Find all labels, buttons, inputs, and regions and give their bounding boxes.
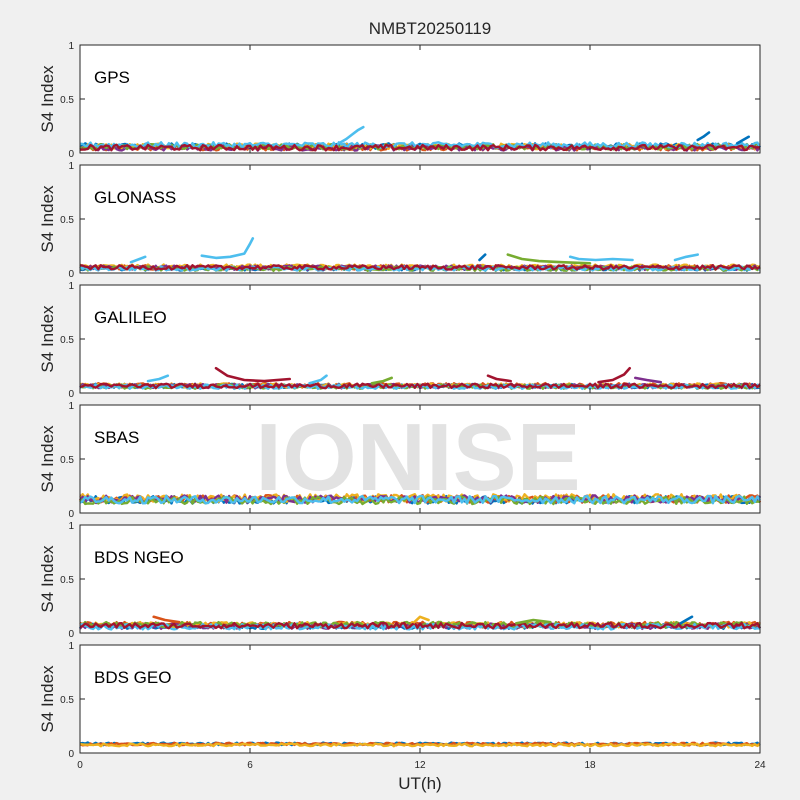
series-spike: [634, 376, 663, 384]
panel-label: GLONASS: [94, 188, 176, 207]
plot-area: [80, 645, 760, 753]
panel-1: 0 0.5 1 S4 Index GLONASS: [38, 161, 761, 280]
y-tick-label: 0.5: [60, 95, 74, 106]
figure-title: NMBT20250119: [369, 19, 492, 38]
y-tick-label: 1: [68, 641, 74, 652]
series-spike: [486, 374, 512, 383]
series-line: [79, 742, 761, 748]
plot-area: [80, 285, 760, 393]
series-line: [79, 494, 761, 505]
x-tick-label: 6: [247, 760, 253, 771]
x-tick-label: 18: [584, 760, 596, 771]
y-tick-label: 0.5: [60, 695, 74, 706]
plot-area: [80, 525, 760, 633]
series-spike: [506, 253, 592, 265]
panel-label: SBAS: [94, 428, 139, 447]
series-spike: [736, 135, 750, 145]
y-tick-label: 0: [68, 389, 74, 400]
series-spike: [568, 255, 634, 262]
series-spike: [696, 131, 711, 142]
y-tick-label: 0.5: [60, 335, 74, 346]
series-spike: [597, 366, 631, 384]
panel-4: 0 0.5 1 S4 Index BDS NGEO: [38, 521, 762, 640]
x-tick-label: 0: [77, 760, 83, 771]
y-axis-label: S4 Index: [38, 65, 57, 133]
y-tick-label: 1: [68, 401, 74, 412]
y-axis-label: S4 Index: [38, 425, 57, 493]
series-group: [78, 615, 762, 631]
y-tick-label: 0: [68, 509, 74, 520]
series-line: [79, 264, 761, 271]
series-spike: [339, 125, 365, 144]
panel-3: 0 0.5 1 S4 Index SBAS: [38, 401, 762, 520]
series-spike: [673, 253, 699, 262]
panel-label: BDS GEO: [94, 668, 171, 687]
y-axis-label: S4 Index: [38, 305, 57, 373]
series-line: [79, 382, 761, 390]
y-tick-label: 0.5: [60, 575, 74, 586]
series-spike: [200, 237, 255, 260]
panel-label: GALILEO: [94, 308, 167, 327]
panel-2: 0 0.5 1 S4 Index GALILEO: [38, 281, 761, 400]
y-tick-label: 1: [68, 161, 74, 172]
y-tick-label: 0: [68, 749, 74, 760]
panel-0: 0 0.5 1 S4 Index GPS: [38, 41, 762, 160]
panel-5: 0 6 12 18 24 0 0.5 1 S4 Index BDS GEO: [38, 641, 766, 771]
series-spike: [413, 615, 430, 624]
y-tick-label: 0: [68, 629, 74, 640]
panel-label: GPS: [94, 68, 130, 87]
series-line: [79, 621, 762, 630]
x-axis-label: UT(h): [398, 774, 441, 793]
series-spike: [214, 366, 291, 383]
x-tick-label: 12: [414, 760, 426, 771]
panels: 0 0.5 1 S4 Index GPS 0 0.5 1 S4 Index GLONASS 0 0.5…: [38, 41, 766, 771]
y-tick-label: 0.5: [60, 215, 74, 226]
series-spike: [146, 374, 170, 383]
series-spike: [478, 253, 487, 262]
x-tick-label: 24: [754, 760, 766, 771]
y-tick-label: 1: [68, 521, 74, 532]
series-spike: [152, 615, 181, 624]
y-axis-label: S4 Index: [38, 185, 57, 253]
y-tick-label: 1: [68, 281, 74, 292]
series-spike: [679, 615, 694, 625]
y-tick-label: 0.5: [60, 455, 74, 466]
series-spike: [370, 376, 393, 385]
panel-label: BDS NGEO: [94, 548, 184, 567]
y-axis-label: S4 Index: [38, 545, 57, 613]
series-spike: [515, 618, 552, 625]
series-group: [78, 493, 762, 506]
series-spike: [308, 374, 328, 385]
watermark: IONISE: [255, 404, 580, 511]
series-spike: [129, 255, 147, 264]
y-tick-label: 0: [68, 269, 74, 280]
y-tick-label: 0: [68, 149, 74, 160]
series-group: [79, 237, 761, 272]
plot-area: [80, 45, 760, 153]
y-tick-label: 1: [68, 41, 74, 52]
y-axis-label: S4 Index: [38, 665, 57, 733]
series-line: [79, 495, 761, 506]
plot-area: [80, 165, 760, 273]
series-group: [79, 741, 761, 748]
